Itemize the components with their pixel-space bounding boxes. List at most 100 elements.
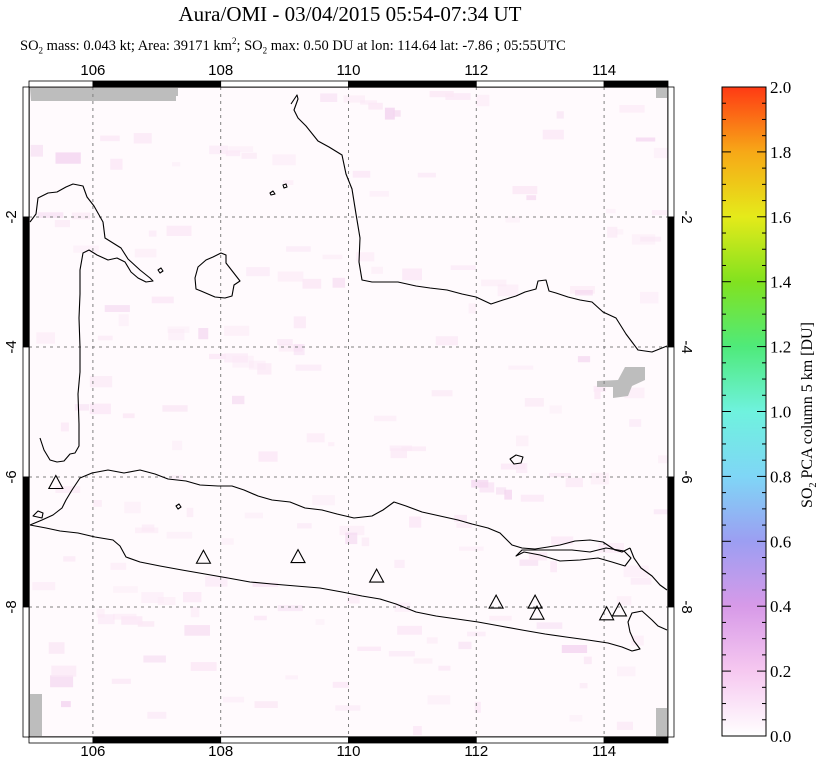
so2-haze-cell	[241, 152, 257, 159]
so2-haze-cell	[335, 705, 361, 711]
y-tick-label-right: -4	[678, 340, 695, 353]
so2-haze-cell	[374, 415, 397, 422]
so2-haze-cell	[417, 172, 436, 178]
so2-haze-cell	[616, 721, 633, 730]
so2-haze-cell	[468, 303, 477, 314]
so2-haze-cell	[456, 523, 472, 528]
so2-haze-cell	[48, 642, 65, 654]
so2-haze-cell	[519, 559, 539, 566]
so2-haze-cell	[272, 154, 296, 166]
y-tick-label-left: -2	[3, 210, 20, 223]
colorbar-tick-label: 2.0	[770, 78, 791, 97]
latitude-bar-segment	[22, 346, 30, 478]
so2-haze-cell	[524, 398, 544, 407]
so2-haze-cell	[170, 475, 183, 481]
so2-haze-cell	[295, 364, 322, 371]
so2-haze-cell	[390, 448, 407, 459]
latitude-bar-segment	[22, 216, 30, 348]
so2-haze-cell	[565, 477, 583, 488]
so2-haze-cell	[431, 390, 453, 397]
volcano-marker	[598, 605, 615, 621]
coastline-borneo	[290, 94, 668, 353]
chart-title: Aura/OMI - 03/04/2015 05:54-07:34 UT	[178, 2, 522, 26]
so2-haze-cell	[224, 353, 248, 363]
x-tick-label: 114	[592, 62, 616, 79]
so2-haze-cell	[332, 681, 349, 688]
y-tick-label-left: -4	[3, 340, 20, 353]
so2-haze-cell	[184, 625, 210, 636]
so2-haze-cell	[100, 135, 120, 142]
volcano-marker	[195, 549, 212, 564]
longitude-bar-segment	[28, 80, 94, 88]
x-tick-label: 106	[80, 62, 105, 79]
so2-haze-cell	[71, 212, 91, 220]
so2-haze-cell	[623, 565, 649, 578]
so2-haze-cell	[438, 665, 451, 671]
so2-haze-cell	[297, 523, 312, 529]
so2-haze-cell	[583, 656, 592, 665]
so2-haze-cell	[221, 538, 234, 545]
colorbar-label-part-1: SO	[799, 488, 816, 508]
volcano-marker	[527, 593, 544, 609]
so2-haze-cell	[186, 507, 194, 518]
so2-haze-cell	[320, 93, 338, 102]
missing-data-right-mid	[597, 367, 645, 398]
so2-haze-cell	[143, 655, 166, 663]
longitude-bar-segment	[348, 736, 477, 744]
so2-haze-cell	[246, 267, 270, 277]
so2-haze-cell	[616, 596, 632, 606]
missing-data-bottom-right	[656, 708, 667, 736]
longitude-bar-segment	[603, 736, 669, 744]
subtitle-part-1: SO	[20, 37, 39, 54]
so2-haze-cell	[615, 229, 624, 235]
so2-haze-layer	[30, 91, 668, 736]
latitude-tick-bars	[22, 86, 675, 738]
so2-haze-cell	[579, 683, 588, 689]
so2-haze-cell	[631, 234, 656, 245]
so2-haze-cell	[594, 388, 601, 400]
coastline-islet-e	[175, 503, 182, 510]
so2-haze-cell	[429, 91, 454, 98]
colorbar-tick-label: 0.8	[770, 467, 791, 486]
so2-haze-cell	[409, 516, 422, 528]
subtitle-part-3: ; SO	[236, 37, 263, 54]
so2-haze-cell	[497, 284, 519, 297]
coastline-java-south	[29, 524, 668, 652]
y-tick-label-right: -6	[678, 470, 695, 483]
so2-haze-cell	[51, 665, 77, 677]
so2-haze-cell	[172, 440, 183, 451]
so2-haze-cell	[549, 405, 562, 414]
latitude-bar-segment	[22, 476, 30, 608]
so2-haze-cell	[118, 314, 129, 327]
so2-haze-cell	[635, 137, 656, 142]
x-tick-label: 110	[337, 743, 361, 759]
so2-haze-cell	[496, 487, 507, 495]
so2-haze-cell	[89, 376, 113, 388]
colorbar-tick-label: 1.4	[770, 273, 792, 292]
volcano-marker	[611, 601, 628, 617]
so2-haze-cell	[471, 479, 489, 488]
coastline-islet-b	[269, 190, 276, 196]
missing-data-bottom-left	[30, 694, 42, 736]
so2-haze-cell	[209, 353, 226, 360]
so2-haze-cell	[302, 278, 322, 289]
x-tick-label: 108	[208, 743, 233, 759]
so2-haze-cell	[536, 622, 563, 629]
longitude-tick-bars	[28, 80, 669, 744]
longitude-bar-segment	[475, 80, 605, 88]
longitude-bar-segment	[220, 736, 349, 744]
so2-haze-cell	[360, 100, 377, 105]
so2-haze-cell	[426, 637, 438, 644]
so2-haze-cell	[476, 94, 490, 107]
so2-haze-cell	[166, 225, 192, 236]
colorbar-tick-label: 1.8	[770, 143, 791, 162]
x-tick-label: 110	[337, 62, 361, 79]
so2-haze-cell	[526, 195, 537, 201]
so2-haze-cell	[257, 363, 272, 375]
colorbar-tick-label: 0.4	[770, 597, 792, 616]
so2-haze-cell	[244, 512, 263, 519]
colorbar-tick-label: 1.6	[770, 208, 791, 227]
so2-haze-cell	[556, 111, 564, 119]
so2-haze-cell	[402, 268, 422, 281]
latitude-bar-segment	[22, 86, 30, 218]
